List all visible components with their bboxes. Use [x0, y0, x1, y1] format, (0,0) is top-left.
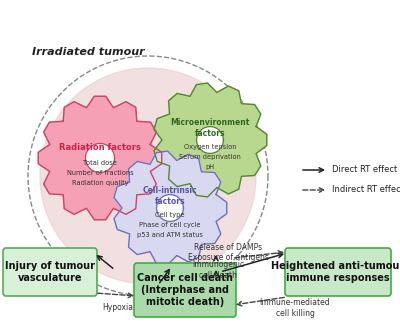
- FancyBboxPatch shape: [134, 263, 236, 317]
- Text: pH: pH: [206, 164, 214, 170]
- Text: Number of fractions: Number of fractions: [67, 170, 133, 176]
- Polygon shape: [156, 195, 184, 221]
- Text: Microenvironment
factors: Microenvironment factors: [170, 118, 250, 138]
- Text: Exposure of antigens: Exposure of antigens: [188, 253, 268, 262]
- Text: Phase of cell cycle: Phase of cell cycle: [139, 222, 201, 228]
- Polygon shape: [154, 83, 267, 197]
- Polygon shape: [196, 127, 224, 154]
- Text: Irradiated tumour: Irradiated tumour: [32, 47, 144, 57]
- Text: Immune-mediated
cell killing: Immune-mediated cell killing: [260, 298, 330, 318]
- Text: Radiation quality: Radiation quality: [72, 180, 128, 186]
- Text: Total dose: Total dose: [83, 160, 117, 166]
- FancyBboxPatch shape: [285, 248, 391, 296]
- FancyBboxPatch shape: [3, 248, 97, 296]
- Text: Cancer cell death
(Interphase and
mitotic death): Cancer cell death (Interphase and mitoti…: [137, 273, 233, 307]
- Polygon shape: [38, 96, 162, 220]
- Text: Oxygen tension: Oxygen tension: [184, 144, 236, 150]
- Text: Radiation factors: Radiation factors: [59, 144, 141, 153]
- Text: Heightened anti-tumour
immune responses: Heightened anti-tumour immune responses: [271, 261, 400, 283]
- Text: Cell type: Cell type: [155, 212, 185, 218]
- Polygon shape: [114, 151, 227, 265]
- Text: Indirect RT effect: Indirect RT effect: [332, 186, 400, 194]
- Text: Injury of tumour
vasculature: Injury of tumour vasculature: [5, 261, 95, 283]
- Text: Cell-intrinsic
factors: Cell-intrinsic factors: [143, 186, 197, 206]
- Polygon shape: [40, 68, 256, 284]
- Text: p53 and ATM status: p53 and ATM status: [137, 232, 203, 238]
- Text: Direct RT effect: Direct RT effect: [332, 166, 397, 175]
- Polygon shape: [86, 144, 114, 173]
- Text: Serum deprivation: Serum deprivation: [179, 154, 241, 160]
- Text: Hypoxia: Hypoxia: [102, 304, 134, 313]
- Text: Release of DAMPs: Release of DAMPs: [194, 244, 262, 252]
- Text: Immunogenic
cell death: Immunogenic cell death: [192, 260, 244, 280]
